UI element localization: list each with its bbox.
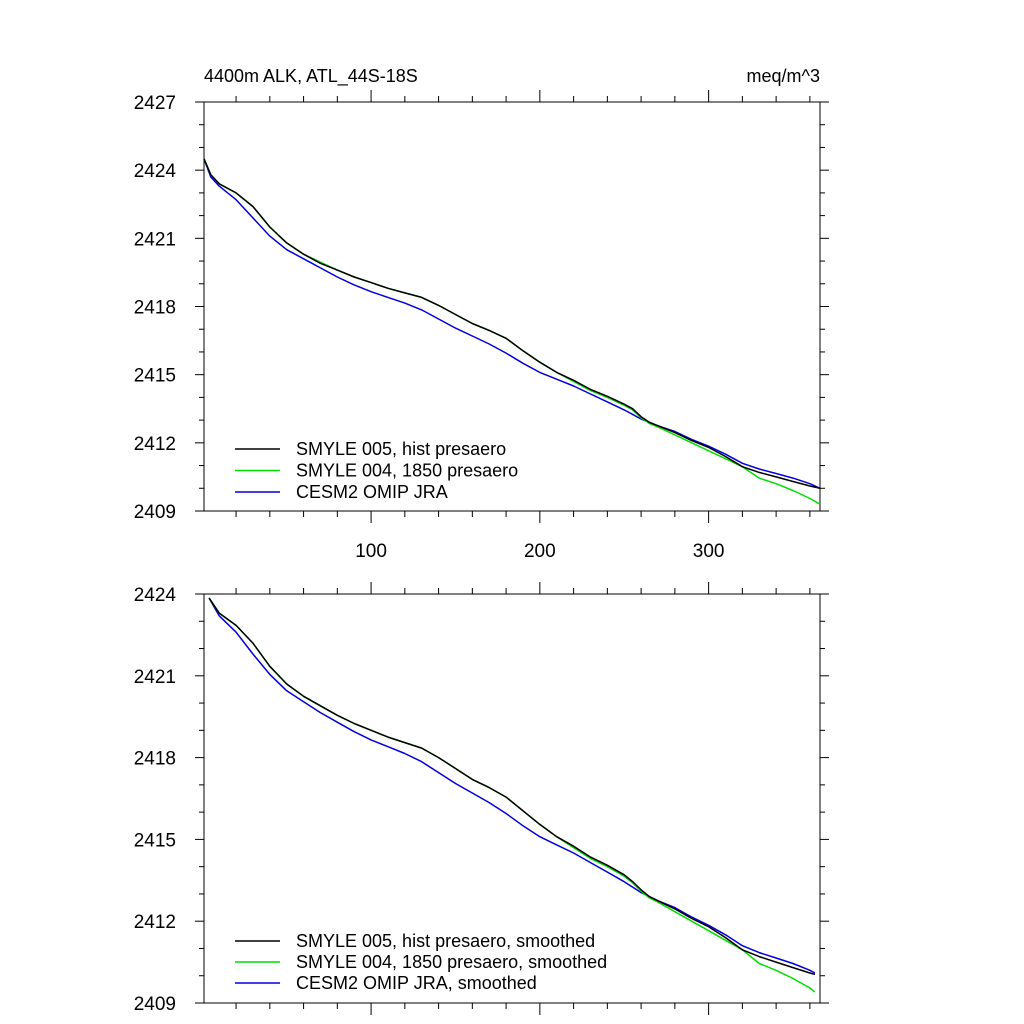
y-tick-label: 2424 (134, 161, 177, 182)
series-line (203, 158, 821, 489)
y-tick-label: 2409 (134, 502, 176, 523)
legend-label: CESM2 OMIP JRA, smoothed (296, 973, 537, 993)
y-tick-label: 2421 (134, 229, 176, 250)
y-tick-label: 2418 (134, 298, 176, 319)
series-line (208, 597, 816, 974)
legend-label: SMYLE 005, hist presaero, smoothed (296, 931, 595, 951)
legend-label: SMYLE 004, 1850 presaero, smoothed (296, 952, 607, 972)
panel-title: 4400m ALK, ATL_44S-18S (204, 66, 418, 87)
y-tick-label: 2421 (134, 667, 176, 688)
y-tick-label: 2412 (134, 434, 176, 455)
x-tick-label: 100 (355, 541, 387, 562)
series-line (208, 597, 816, 976)
legend-label: SMYLE 005, hist presaero (296, 439, 506, 459)
series-line (203, 158, 821, 490)
y-tick-label: 2409 (134, 994, 176, 1015)
top-panel: 4400m ALK, ATL_44S-18S meq/m^3 2409 2412 2… (134, 66, 829, 562)
legend-label: CESM2 OMIP JRA (296, 482, 448, 502)
y-tick-label: 2418 (134, 749, 176, 770)
x-tick-label: 200 (524, 541, 556, 562)
y-tick-label: 2412 (134, 912, 176, 933)
bottom-panel: 2409 2412 2415 2418 2421 2424 SMYLE 005, hist … (134, 582, 829, 1015)
units-label: meq/m^3 (747, 66, 820, 86)
y-tick-label: 2427 (134, 93, 176, 114)
plot-frame (203, 593, 821, 1004)
legend-label: SMYLE 004, 1850 presaero (296, 461, 518, 481)
x-tick-label: 300 (693, 541, 725, 562)
y-tick-label: 2424 (134, 585, 177, 606)
y-tick-label: 2415 (134, 830, 176, 851)
y-tick-label: 2415 (134, 366, 176, 387)
